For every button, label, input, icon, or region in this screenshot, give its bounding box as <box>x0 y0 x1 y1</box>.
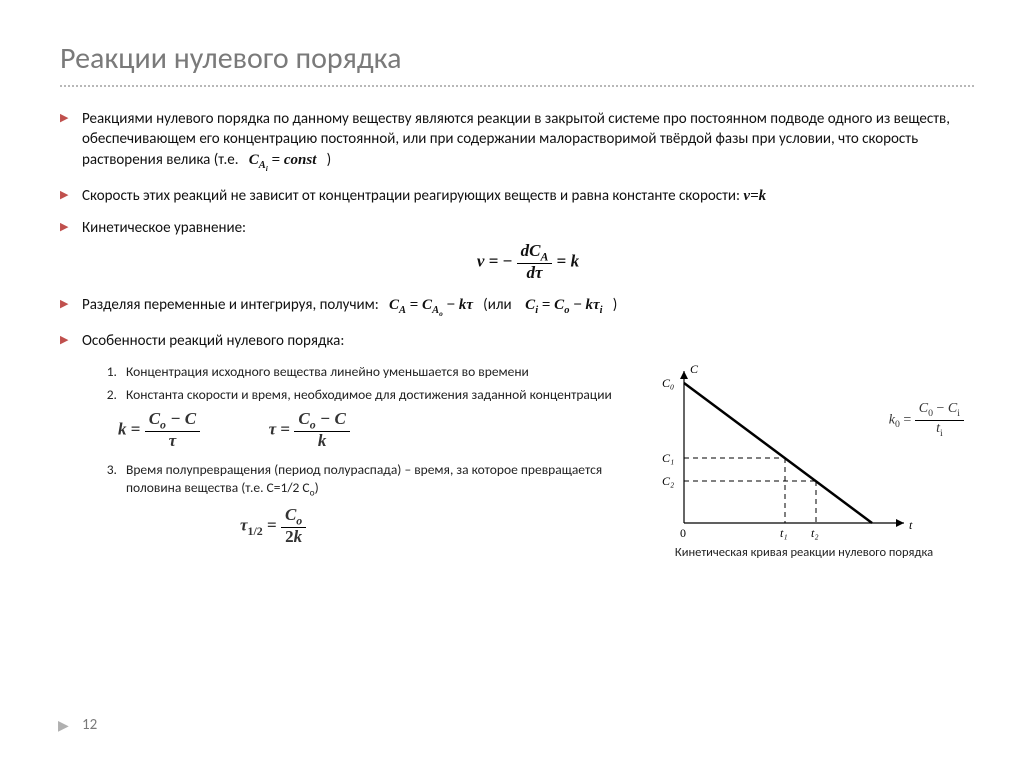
bullet-5-text: Особенности реакций нулевого порядка: <box>82 332 344 350</box>
svg-text:t₁: t₁ <box>780 526 788 540</box>
bullet-4-eq2: Ci = Co − kτi <box>525 297 602 313</box>
svg-text:C: C <box>690 363 699 376</box>
svg-text:C₀: C₀ <box>662 376 674 390</box>
bullet-1: Реакциями нулевого порядка по данному ве… <box>60 109 974 174</box>
sub-list-2: Время полупревращения (период полураспад… <box>120 461 634 500</box>
bullet-2-eq: v=k <box>743 188 766 204</box>
sub-2: Константа скорости и время, необходимое … <box>120 386 634 404</box>
sub-3-text: Время полупревращения (период полураспад… <box>126 461 602 496</box>
eq-k-tau: k = Co − C τ τ = Co − C k <box>118 410 634 451</box>
graph-caption: Кинетическая кривая реакции нулевого пор… <box>634 545 974 560</box>
sub-3: Время полупревращения (период полураспад… <box>120 461 634 500</box>
bullet-list: Реакциями нулевого порядка по данному ве… <box>60 109 974 351</box>
right-column: C C₀ C₁ C₂ 0 t₁ t₂ t k0 = C0 − Ci ti Кин… <box>634 363 974 560</box>
svg-text:t: t <box>909 518 913 532</box>
svg-text:0: 0 <box>680 526 686 540</box>
bullet-4-suffix: ) <box>613 296 618 314</box>
svg-text:C₂: C₂ <box>662 474 674 488</box>
bullet-1-eq: CAi = const <box>249 152 317 168</box>
bullet-5: Особенности реакций нулевого порядка: <box>60 331 974 351</box>
sub-1: Концентрация исходного вещества линейно … <box>120 363 634 381</box>
left-column: Концентрация исходного вещества линейно … <box>60 363 634 556</box>
bullet-4: Разделяя переменные и интегрируя, получи… <box>60 295 974 319</box>
lower-area: Концентрация исходного вещества линейно … <box>60 363 974 560</box>
page-number: 12 <box>82 716 97 734</box>
bullet-1-text: Реакциями нулевого порядка по данному ве… <box>82 110 950 169</box>
svg-text:C₁: C₁ <box>662 451 674 465</box>
graph-svg: C C₀ C₁ C₂ 0 t₁ t₂ t <box>654 363 954 543</box>
graph-k0-equation: k0 = C0 − Ci ti <box>889 401 964 439</box>
bullet-1-suffix: ) <box>327 151 332 169</box>
bullet-3: Кинетическое уравнение: v = − dCA dτ = k <box>60 218 974 283</box>
sub-3-suffix: ) <box>315 479 319 496</box>
page-title: Реакции нулевого порядка <box>60 40 974 77</box>
kinetic-equation: v = − dCA dτ = k <box>82 242 974 283</box>
bullet-3-text: Кинетическое уравнение: <box>82 219 246 237</box>
bullet-4-mid: (или <box>483 296 511 314</box>
eq-half-life: τ1/2 = Co 2k <box>240 506 634 547</box>
bullet-2-text: Скорость этих реакций не зависит от конц… <box>82 187 743 205</box>
sub-list: Концентрация исходного вещества линейно … <box>120 363 634 403</box>
bullet-4-text: Разделяя переменные и интегрируя, получи… <box>82 296 379 314</box>
bullet-2: Скорость этих реакций не зависит от конц… <box>60 186 974 206</box>
kinetic-graph: C C₀ C₁ C₂ 0 t₁ t₂ t k0 = C0 − Ci ti <box>654 363 954 543</box>
page-arrow-icon: ▶ <box>58 717 69 734</box>
svg-text:t₂: t₂ <box>811 526 819 540</box>
bullet-4-eq1: CA = CAo − kτ <box>389 297 473 313</box>
title-divider <box>60 85 974 87</box>
